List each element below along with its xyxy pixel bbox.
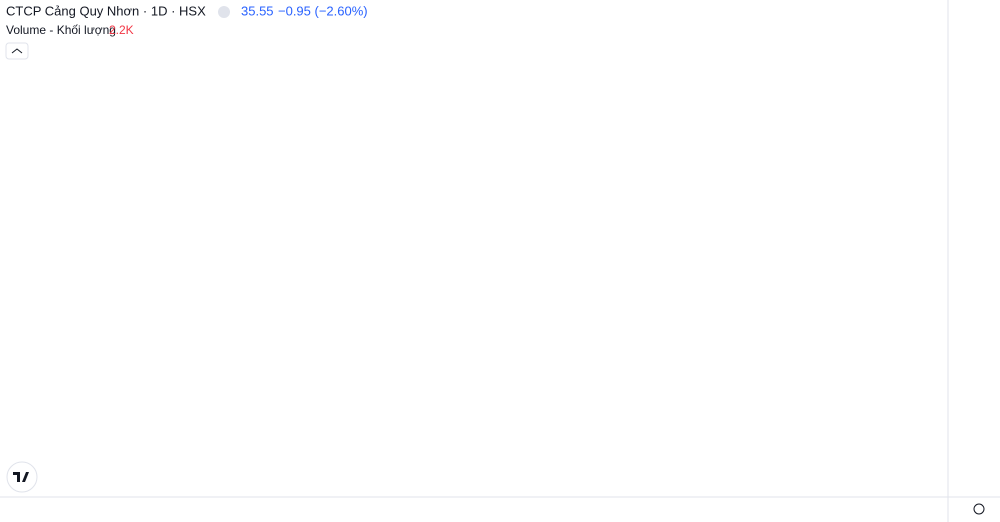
- volume-value: 2.2K: [109, 23, 134, 37]
- logo[interactable]: [6, 461, 38, 493]
- symbol-title[interactable]: CTCP Cảng Quy Nhơn · 1D · HSX: [6, 3, 206, 18]
- logo-mark: [13, 472, 29, 482]
- collapse-button[interactable]: [5, 42, 29, 60]
- collapse-icon: [11, 48, 23, 54]
- price-change: −0.95 (−2.60%): [278, 3, 368, 18]
- volume-title: Volume - Khối lượng: [6, 23, 116, 37]
- last-price: 35.55: [241, 3, 274, 18]
- settings-icon[interactable]: [973, 503, 985, 515]
- status-dot: [218, 6, 230, 18]
